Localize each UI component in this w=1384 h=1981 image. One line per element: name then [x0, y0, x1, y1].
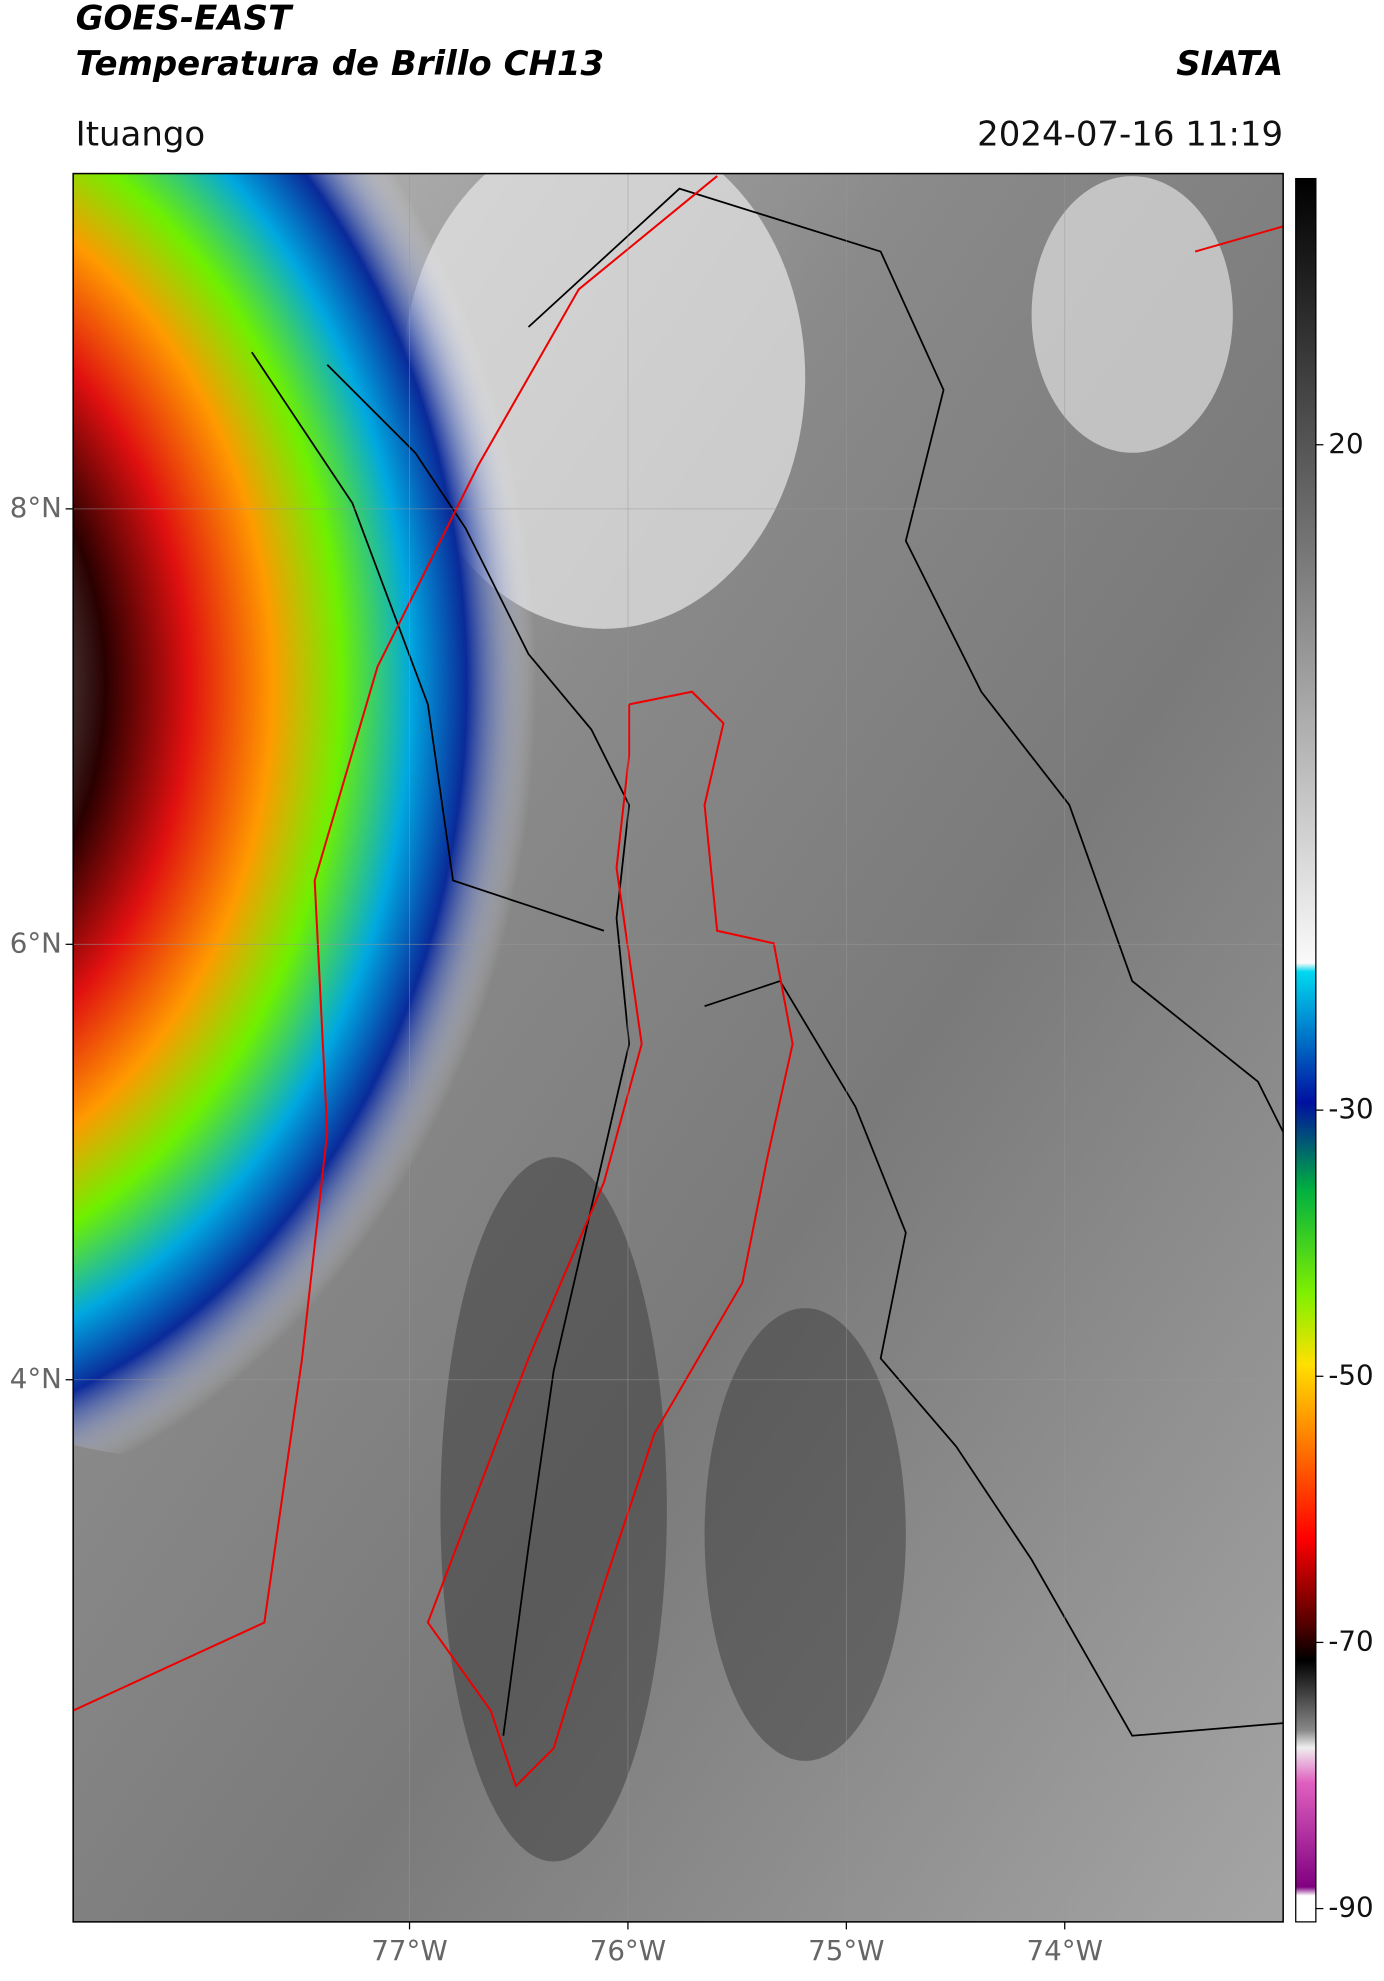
title: GOES-EAST — [76, 0, 294, 39]
labels: 8°N 6°N 4°N 77°W 76°W 75°W 74°W 20 -30 -50 -70 -90 — [10, 427, 1374, 1967]
subtitle: Temperatura de Brillo CH13 — [76, 44, 604, 84]
lon-tick-label: 76°W — [590, 1934, 666, 1967]
gridlines — [73, 173, 1284, 1922]
map-frame — [72, 172, 1284, 1923]
location: Ituango — [76, 114, 206, 154]
agency: SIATA — [1176, 44, 1283, 84]
lon-tick-label: 74°W — [1027, 1934, 1103, 1967]
lon-tick-label: 75°W — [808, 1934, 884, 1967]
colorbar-tick-label: -50 — [1328, 1358, 1373, 1391]
lat-tick-label: 6°N — [10, 926, 62, 959]
colorbar — [1295, 177, 1317, 1923]
datetime: 2024-07-16 11:19 — [977, 114, 1283, 154]
colorbar-tick-label: 20 — [1328, 427, 1363, 460]
colorbar-tick-label: -30 — [1328, 1092, 1373, 1125]
colorbar-tick-label: -70 — [1328, 1624, 1373, 1657]
lat-tick-label: 4°N — [10, 1362, 62, 1395]
colorbar-tick-label: -90 — [1328, 1891, 1373, 1924]
lon-tick-label: 77°W — [371, 1934, 447, 1967]
lat-tick-label: 8°N — [10, 491, 62, 524]
map-image — [73, 173, 1284, 1922]
